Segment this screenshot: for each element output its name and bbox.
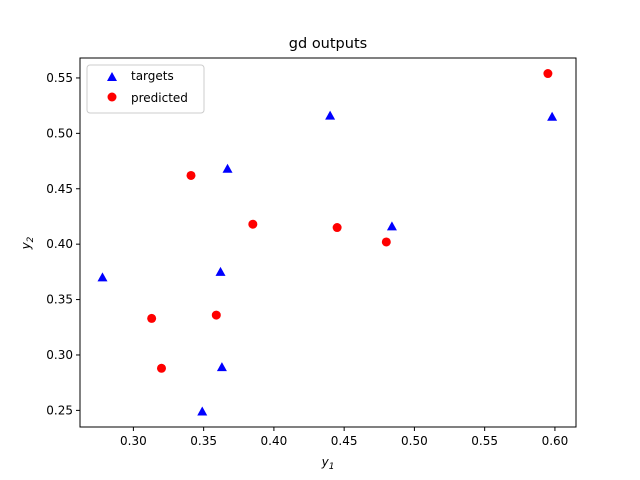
- x-tick-label: 0.55: [471, 434, 498, 448]
- x-tick-label: 0.60: [542, 434, 569, 448]
- point-predicted: [211, 310, 221, 320]
- y-tick-label: 0.25: [46, 403, 73, 417]
- y-axis-label: y2: [19, 236, 36, 250]
- y-axis-ticks: 0.25 0.30 0.35 0.40 0.45 0.50 0.55: [46, 71, 80, 417]
- point-targets: [325, 110, 336, 120]
- point-predicted: [543, 69, 553, 79]
- point-targets: [386, 221, 397, 231]
- point-predicted: [186, 170, 196, 180]
- y-tick-label: 0.50: [46, 126, 73, 140]
- legend: targets predicted: [86, 64, 205, 114]
- x-tick-label: 0.35: [190, 434, 217, 448]
- x-axis-label: y1: [321, 455, 335, 472]
- y-tick-label: 0.40: [46, 237, 73, 251]
- point-predicted: [332, 223, 342, 233]
- legend-box: [86, 64, 205, 114]
- x-tick-label: 0.30: [120, 434, 147, 448]
- y-tick-label: 0.45: [46, 182, 73, 196]
- point-targets: [97, 272, 108, 282]
- legend-marker-targets: [107, 72, 117, 81]
- point-predicted: [156, 363, 166, 373]
- x-axis-ticks: 0.30 0.35 0.40 0.45 0.50 0.55 0.60: [120, 427, 568, 448]
- x-tick-label: 0.50: [401, 434, 428, 448]
- point-targets: [547, 111, 558, 121]
- point-targets: [215, 266, 226, 276]
- point-targets: [197, 406, 208, 416]
- point-predicted: [147, 313, 157, 323]
- point-predicted: [381, 237, 391, 247]
- point-targets: [216, 362, 227, 372]
- x-tick-label: 0.40: [261, 434, 288, 448]
- point-predicted: [248, 219, 258, 229]
- legend-marker-predicted: [107, 92, 117, 102]
- chart-title: gd outputs: [289, 36, 367, 52]
- data-points: [97, 69, 558, 416]
- legend-label-predicted: predicted: [131, 91, 188, 105]
- point-targets: [222, 163, 233, 173]
- y-tick-label: 0.30: [46, 348, 73, 362]
- legend-label-targets: targets: [131, 69, 174, 83]
- y-tick-label: 0.55: [46, 71, 73, 85]
- plot-frame: [79, 57, 577, 428]
- y-tick-label: 0.35: [46, 293, 73, 307]
- x-tick-label: 0.45: [331, 434, 358, 448]
